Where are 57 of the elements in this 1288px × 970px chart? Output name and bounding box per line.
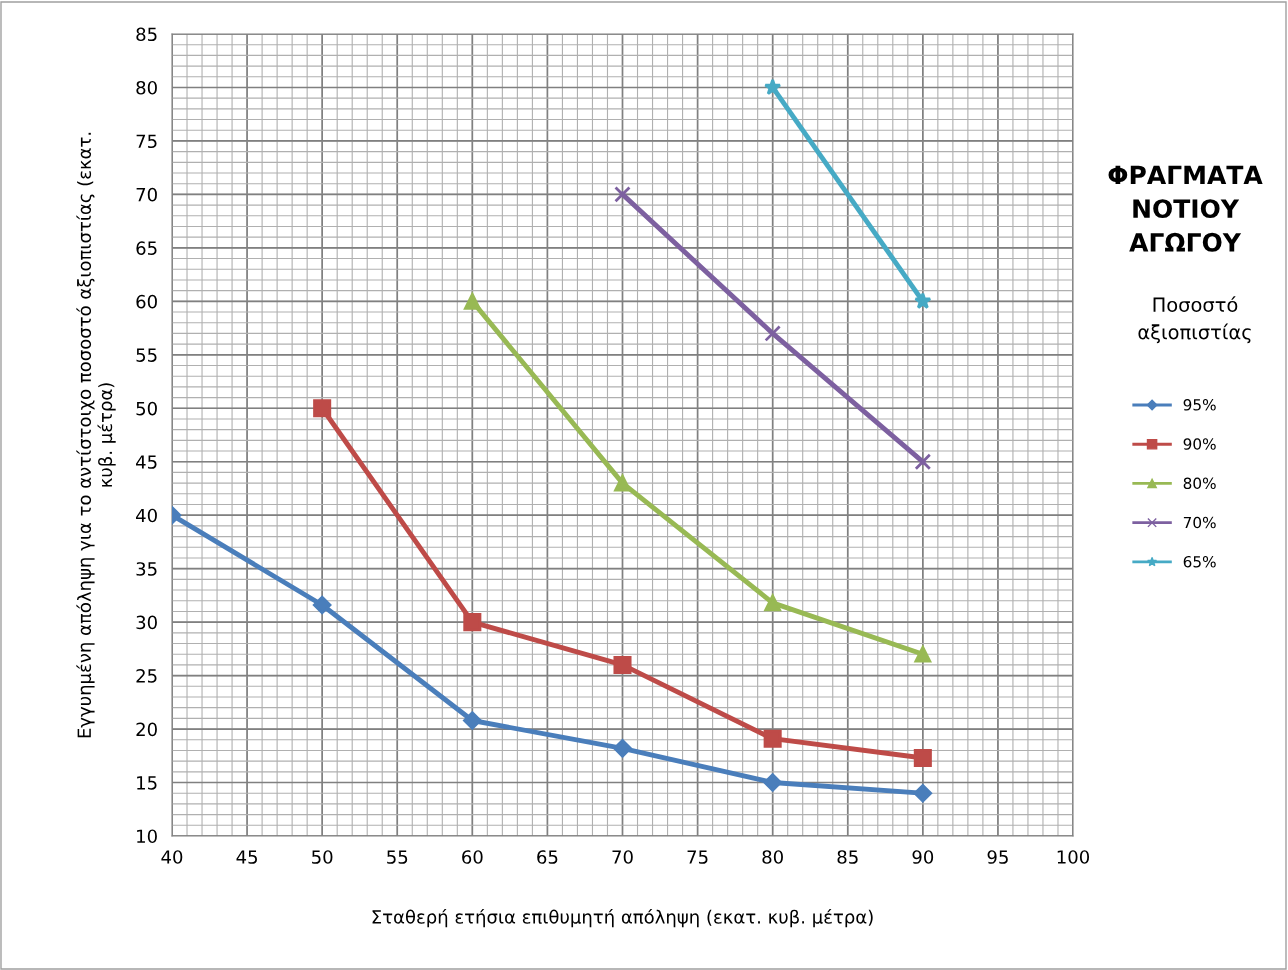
x-tick-label: 100 (1057, 850, 1090, 864)
y-tick-label: 15 (137, 776, 157, 790)
y-tick-label: 80 (136, 80, 157, 95)
x-tick-label: 50 (312, 850, 333, 864)
y-tick-label: 50 (136, 401, 157, 416)
point (764, 78, 782, 96)
point (613, 739, 632, 758)
x-tick-label: 65 (537, 850, 558, 864)
y-tick-label: 75 (136, 134, 157, 149)
y-tick-label: 40 (136, 508, 157, 523)
y-tick-label: 25 (136, 669, 157, 683)
x-tick-label: 45 (236, 850, 257, 864)
point (463, 613, 482, 632)
y-tick-label: 65 (136, 241, 157, 255)
y-tick-label: 70 (136, 187, 157, 202)
y-tick-label: 30 (136, 615, 157, 630)
legend-label: 70% (1183, 516, 1216, 529)
point (914, 292, 932, 309)
x-tick-label: 75 (687, 850, 708, 864)
y-tick-label: 60 (136, 294, 157, 309)
point (463, 711, 482, 730)
y-axis-title: Εγγυημένη απόληψη για το αντίστοιχο ποσοστό αξιοπιστίας (εκατ. κυβ. μέτρα) (76, 132, 116, 738)
text: ΦΡΑΓΜΑΤΑ ΝΟΤΙΟΥ ΑΓΩΓΟΥ (1108, 165, 1263, 252)
x-tick-label: 85 (837, 850, 858, 864)
legend-label: 80% (1183, 477, 1216, 490)
y-tick-label: 55 (136, 348, 157, 362)
point (313, 399, 332, 418)
x-tick-label: 95 (987, 850, 1008, 864)
y-tick-label: 35 (136, 562, 157, 576)
point (763, 729, 782, 748)
point (913, 748, 932, 767)
point (764, 325, 781, 342)
legend-label: 65% (1183, 555, 1216, 568)
y-tick-label: 10 (137, 829, 157, 844)
point (914, 453, 932, 471)
x-tick-label: 80 (762, 850, 783, 864)
legend-label: 95% (1183, 399, 1216, 411)
point (614, 186, 631, 203)
point (613, 655, 632, 674)
point (763, 773, 782, 792)
x-tick-label: 90 (912, 850, 934, 864)
point (614, 474, 631, 492)
point (312, 595, 332, 615)
x-tick-label: 40 (161, 850, 183, 864)
legend-label: 90% (1183, 438, 1216, 450)
point (764, 594, 781, 612)
point (914, 645, 932, 663)
y-tick-label: 20 (136, 722, 157, 737)
y-tick-label: 45 (136, 455, 157, 469)
point (913, 783, 933, 803)
x-tick-label: 60 (462, 850, 483, 864)
point (464, 293, 481, 310)
x-tick-label: 70 (612, 850, 633, 864)
x-axis-title: Σταθερή ετήσια επιθυμητή απόληψη (εκατ. κυβ. μέτρα) (372, 909, 873, 928)
y-tick-label: 85 (136, 27, 157, 42)
x-tick-label: 55 (387, 850, 408, 864)
legend-title: Ποσοστό αξιοπιστίας (1138, 296, 1251, 344)
